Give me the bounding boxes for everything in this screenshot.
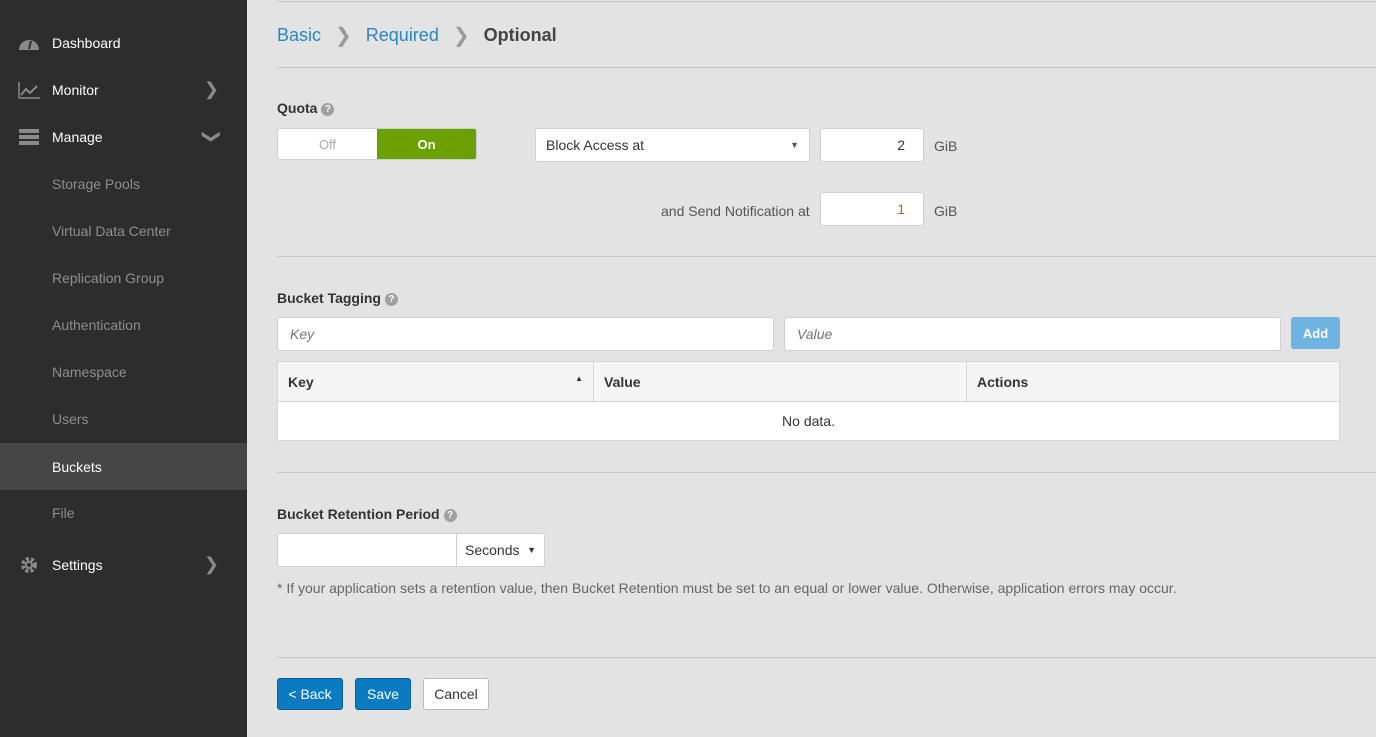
sidebar-item-file[interactable]: File (0, 489, 247, 536)
help-icon[interactable]: ? (384, 293, 398, 306)
tag-value-input[interactable] (784, 317, 1281, 351)
sidebar-item-label: Manage (52, 128, 103, 145)
sidebar-item-label: Buckets (52, 458, 102, 475)
chart-line-icon (18, 81, 40, 99)
tags-table: Key ▲ Value Actions No data. (277, 361, 1340, 441)
block-quota-input[interactable]: 2 (820, 128, 924, 162)
sidebar-item-label: Users (52, 410, 89, 427)
retention-note: * If your application sets a retention v… (277, 580, 1177, 596)
sidebar: Dashboard Monitor ❯ Manage ❯ Storage Poo… (0, 0, 247, 737)
sidebar-item-authentication[interactable]: Authentication (0, 301, 247, 348)
save-button[interactable]: Save (355, 678, 411, 710)
sidebar-item-buckets[interactable]: Buckets (0, 443, 247, 490)
sidebar-item-storage-pools[interactable]: Storage Pools (0, 160, 247, 207)
caret-down-icon: ▼ (790, 140, 799, 150)
quota-mode-value: Block Access at (546, 137, 645, 153)
quota-mode-select[interactable]: Block Access at ▼ (535, 128, 810, 162)
breadcrumb-optional: Optional (483, 25, 557, 45)
dashboard-icon (19, 39, 39, 50)
divider (277, 657, 1376, 658)
sidebar-item-label: Monitor (52, 81, 99, 98)
quota-heading: Quota? (277, 100, 335, 116)
sidebar-item-users[interactable]: Users (0, 395, 247, 442)
sidebar-item-namespace[interactable]: Namespace (0, 348, 247, 395)
sidebar-item-label: Authentication (52, 316, 141, 333)
quota-on-option[interactable]: On (377, 129, 476, 159)
tag-key-input[interactable] (277, 317, 774, 351)
chevron-down-icon: ❯ (201, 128, 222, 145)
add-tag-button[interactable]: Add (1291, 317, 1340, 349)
divider (277, 1, 1376, 2)
cancel-button[interactable]: Cancel (423, 678, 489, 710)
divider (277, 256, 1376, 257)
breadcrumb-required[interactable]: Required (365, 25, 439, 45)
retention-input[interactable] (277, 533, 458, 567)
notify-label: and Send Notification at (661, 203, 810, 219)
retention-heading: Bucket Retention Period? (277, 506, 457, 522)
server-icon (19, 128, 39, 145)
retention-title: Bucket Retention Period (277, 506, 440, 522)
gear-icon (21, 556, 37, 573)
sidebar-item-manage[interactable]: Manage ❯ (0, 113, 247, 160)
retention-unit-select[interactable]: Seconds ▼ (456, 533, 545, 567)
quota-off-option[interactable]: Off (318, 136, 337, 152)
breadcrumb: Basic ❯ Required ❯ Optional (277, 23, 557, 48)
sidebar-item-virtual-data-center[interactable]: Virtual Data Center (0, 207, 247, 254)
sidebar-item-dashboard[interactable]: Dashboard (0, 19, 247, 66)
divider (277, 472, 1376, 473)
column-label: Key (288, 373, 314, 390)
sidebar-item-label: Dashboard (52, 34, 121, 51)
chevron-right-icon: ❯ (203, 554, 219, 574)
quota-toggle[interactable]: Off On (277, 128, 477, 160)
sidebar-item-label: Replication Group (52, 269, 165, 286)
tagging-title: Bucket Tagging (277, 290, 381, 306)
main-content: Basic ❯ Required ❯ Optional Quota? Off O… (247, 0, 1376, 737)
help-icon[interactable]: ? (443, 509, 457, 522)
tagging-heading: Bucket Tagging? (277, 290, 398, 306)
caret-down-icon: ▼ (527, 545, 536, 555)
breadcrumb-basic[interactable]: Basic (277, 25, 322, 45)
quota-title: Quota (277, 100, 318, 116)
sidebar-item-label: File (52, 504, 75, 521)
notify-quota-value: 1 (897, 201, 905, 217)
column-header-actions: Actions (977, 373, 1029, 390)
sidebar-item-label: Namespace (52, 363, 127, 380)
chevron-right-icon: ❯ (203, 79, 219, 99)
chevron-right-icon: ❯ (335, 25, 352, 47)
sidebar-item-replication-group[interactable]: Replication Group (0, 254, 247, 301)
sidebar-item-label: Storage Pools (52, 175, 140, 192)
help-icon[interactable]: ? (321, 103, 335, 116)
sidebar-item-settings[interactable]: Settings ❯ (0, 541, 247, 588)
divider (277, 67, 1376, 68)
notify-quota-input[interactable]: 1 (820, 192, 924, 226)
retention-unit-value: Seconds (465, 542, 520, 558)
sidebar-item-label: Settings (52, 556, 103, 573)
back-button[interactable]: < Back (277, 678, 343, 710)
empty-message: No data. (782, 413, 835, 429)
unit-label: GiB (934, 138, 958, 154)
sort-asc-icon: ▲ (575, 373, 583, 383)
unit-label: GiB (934, 203, 958, 219)
chevron-right-icon: ❯ (452, 25, 470, 47)
sidebar-item-monitor[interactable]: Monitor ❯ (0, 66, 247, 113)
sidebar-item-label: Virtual Data Center (52, 222, 171, 239)
column-header-value[interactable]: Value (593, 361, 967, 402)
block-quota-value: 2 (897, 137, 905, 153)
column-header-key[interactable]: Key ▲ (277, 361, 594, 402)
